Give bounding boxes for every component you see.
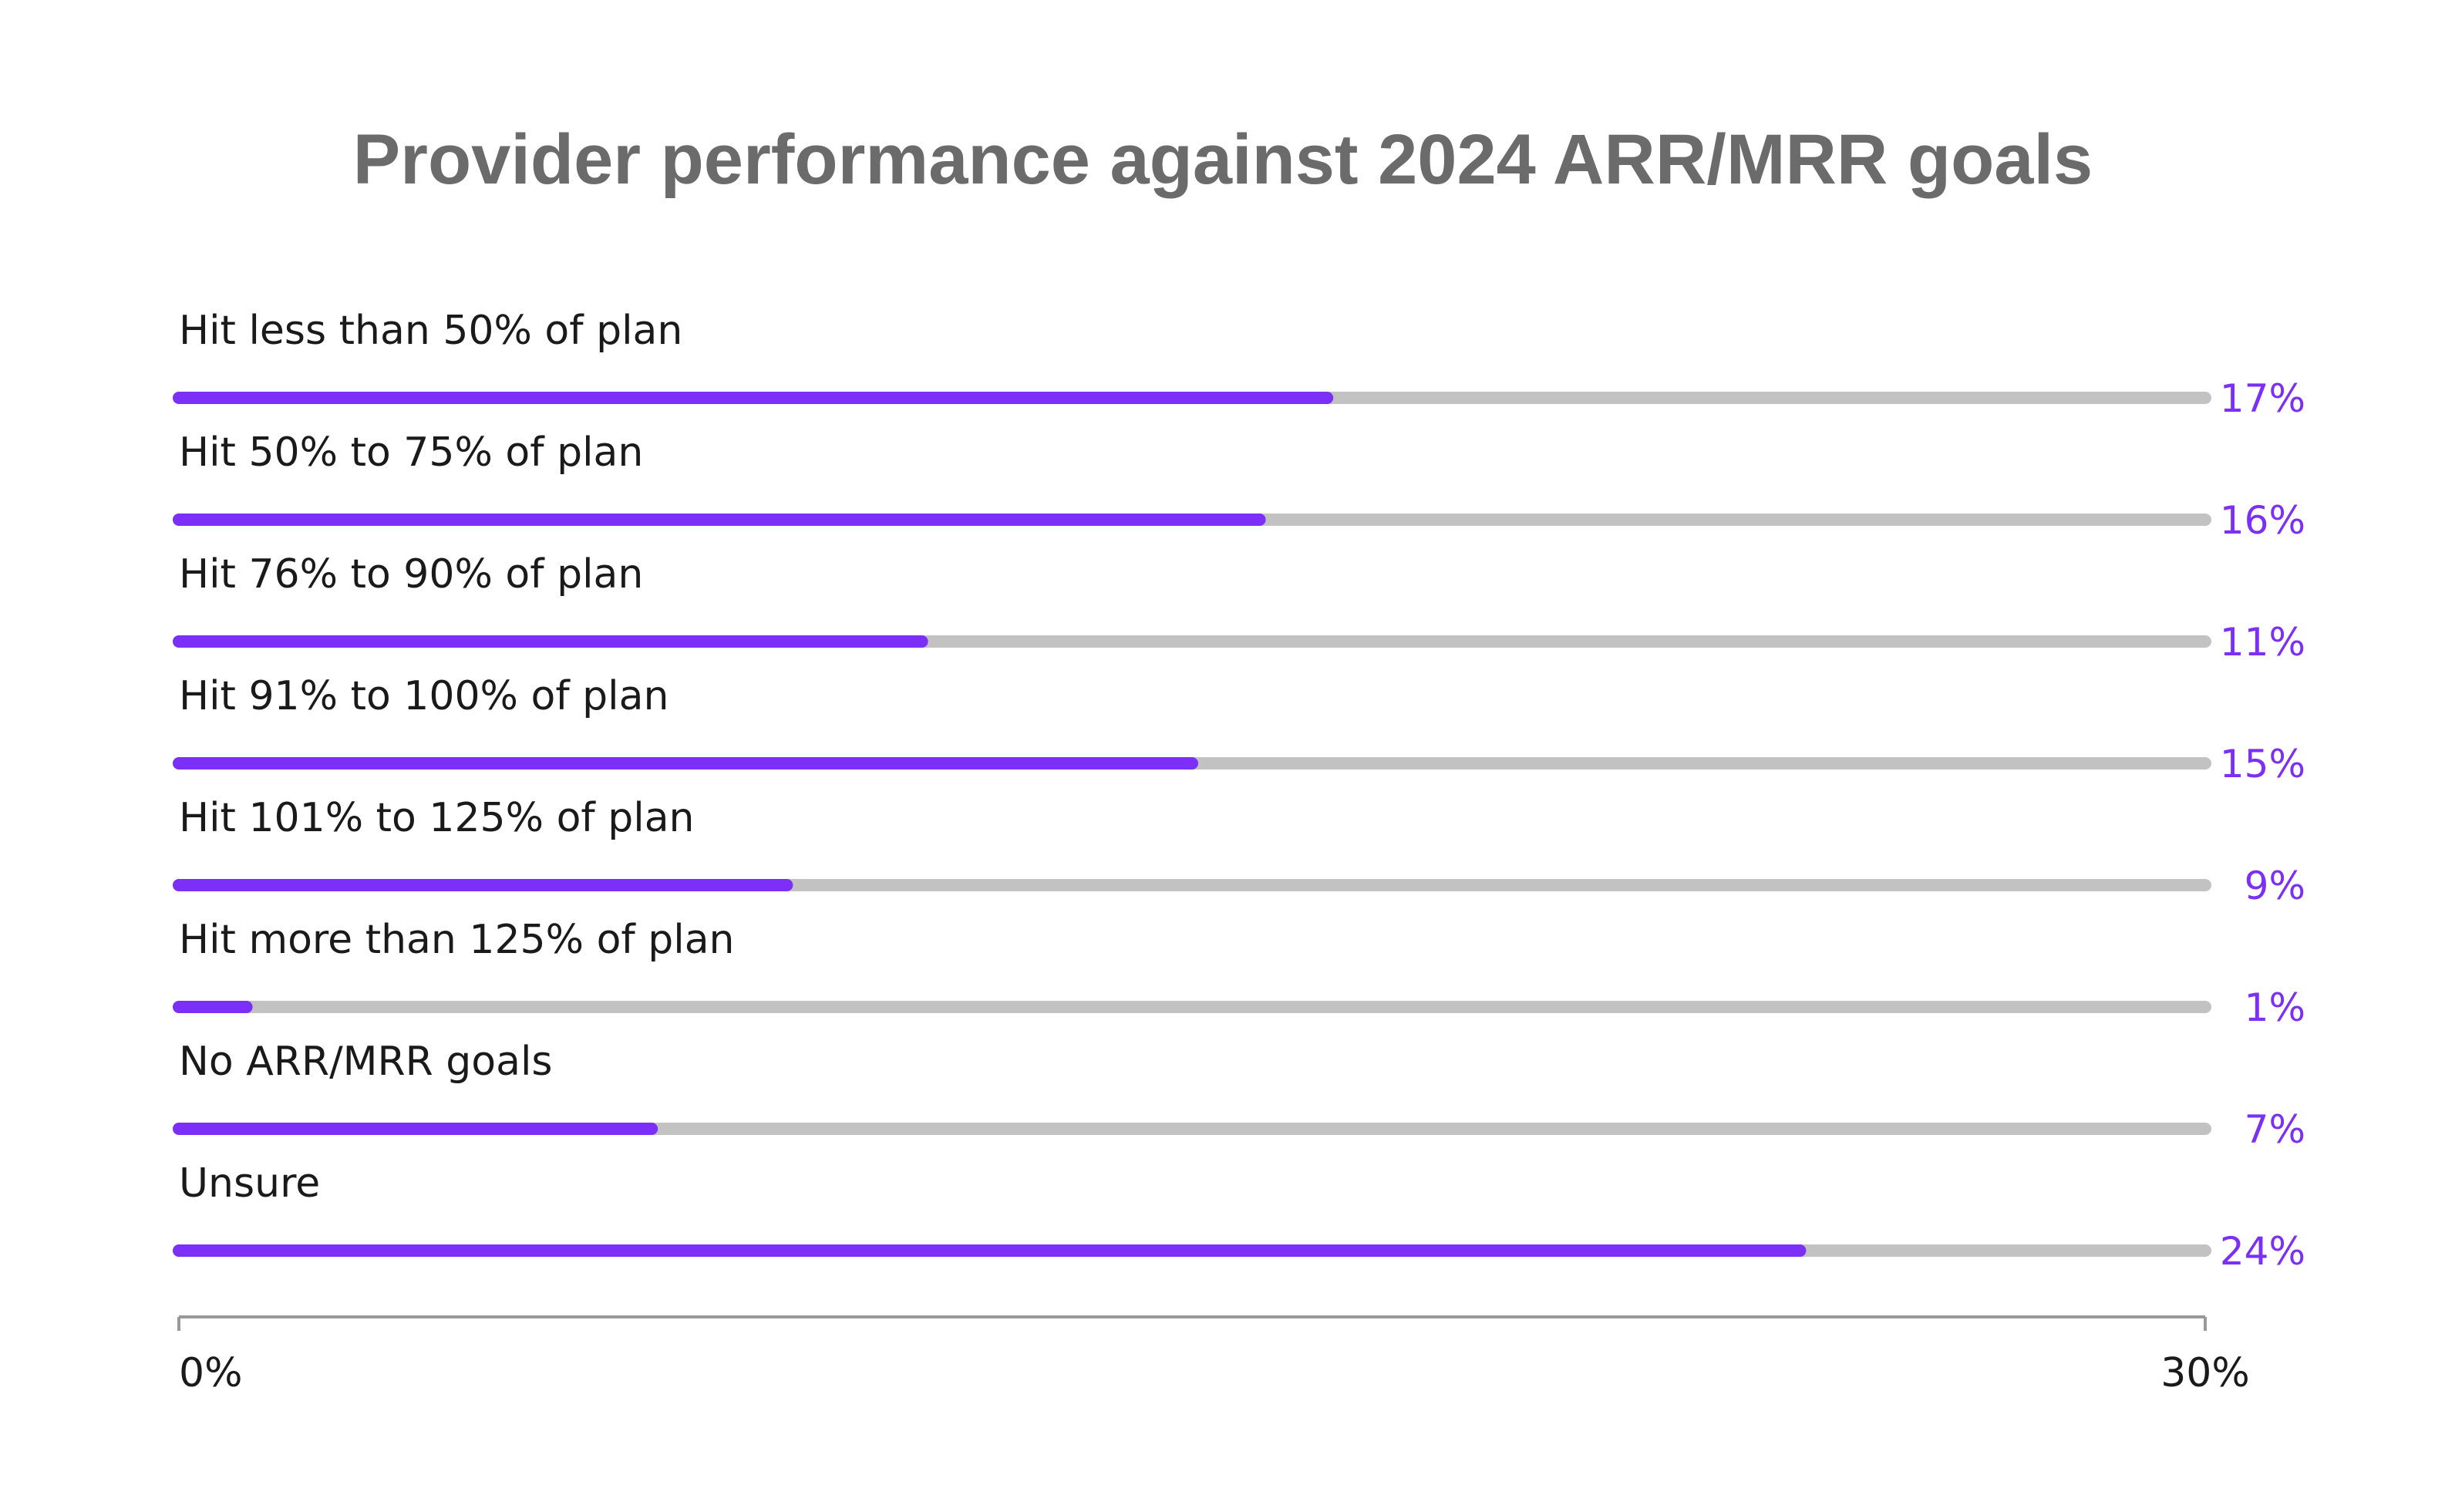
bar-row: Hit less than 50% of plan 17% — [173, 308, 2305, 421]
category-label: Hit less than 50% of plan — [179, 308, 682, 354]
value-label: 24% — [2220, 1229, 2305, 1274]
value-label: 1% — [2245, 985, 2305, 1030]
bar-row: No ARR/MRR goals 7% — [173, 1039, 2305, 1152]
category-label: Unsure — [179, 1160, 320, 1207]
bar-row: Hit 76% to 90% of plan 11% — [173, 551, 2305, 665]
category-label: Hit 76% to 90% of plan — [179, 551, 643, 598]
value-label: 7% — [2245, 1107, 2305, 1152]
category-label: Hit more than 125% of plan — [179, 917, 735, 963]
x-tick-label: 0% — [179, 1350, 243, 1396]
value-label: 11% — [2220, 620, 2305, 665]
bar-rows: Hit less than 50% of plan 17% Hit 50% to 7… — [173, 308, 2305, 1274]
bar-row: Hit 91% to 100% of plan 15% — [173, 673, 2305, 786]
x-tick-label: 30% — [2160, 1350, 2250, 1396]
bar-row: Hit 50% to 75% of plan 16% — [173, 429, 2305, 543]
category-label: Hit 101% to 125% of plan — [179, 795, 695, 841]
bar-row: Hit 101% to 125% of plan 9% — [173, 795, 2305, 908]
category-label: Hit 50% to 75% of plan — [179, 429, 643, 476]
chart-title: Provider performance against 2024 ARR/MR… — [353, 120, 2093, 199]
bar-row: Unsure 24% — [173, 1160, 2305, 1274]
category-label: No ARR/MRR goals — [179, 1039, 552, 1085]
category-label: Hit 91% to 100% of plan — [179, 673, 669, 719]
value-label: 15% — [2220, 742, 2305, 786]
value-label: 17% — [2220, 376, 2305, 421]
value-label: 16% — [2220, 498, 2305, 543]
value-label: 9% — [2245, 864, 2305, 908]
x-axis: 0% 30% — [177, 1315, 2250, 1396]
bar-row: Hit more than 125% of plan 1% — [173, 917, 2305, 1030]
